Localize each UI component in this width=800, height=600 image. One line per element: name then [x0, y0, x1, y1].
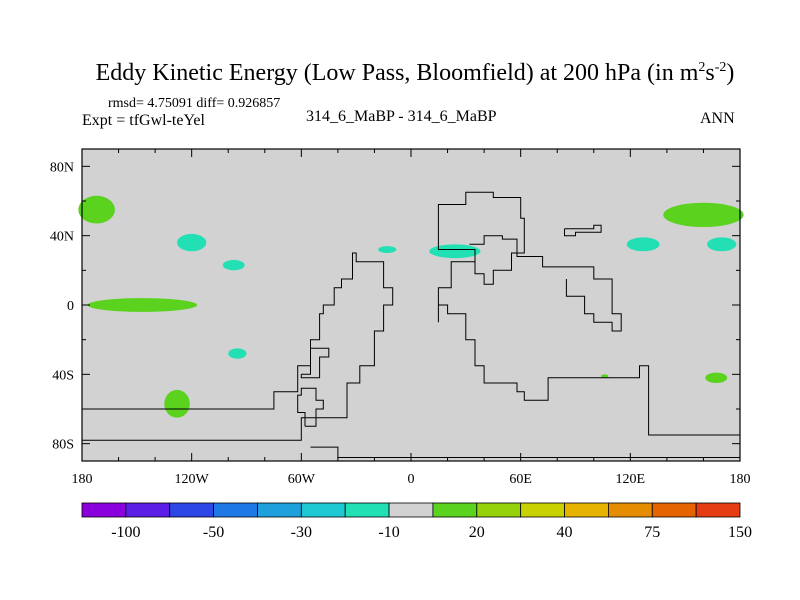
map-panel: 180 120W 60W 0 60E 120E 180 80N 40N 0 40S 80S: [50, 148, 751, 487]
x-tick-label-5: 120E: [616, 472, 646, 487]
colorbar: -100 -50 -30 -10 20 40 75 150: [81, 502, 752, 541]
coastline-5: [300, 347, 330, 379]
x-tick-label-4: 60E: [509, 472, 532, 487]
y-tick-label-2: 0: [67, 299, 74, 314]
y-tick-label-0: 80N: [50, 160, 74, 175]
stats-label: rmsd= 4.75091 diff= 0.926857: [108, 96, 281, 111]
colorbar-box-11: [564, 502, 609, 518]
colorbar-label-4: 20: [469, 524, 485, 541]
colorbar-box-10: [520, 502, 565, 518]
x-axis: 180 120W 60W 0 60E 120E 180: [72, 149, 751, 487]
coastline-2: [310, 191, 741, 458]
colorbar-box-0: [81, 502, 127, 518]
colorbar-label-2: -30: [291, 524, 312, 541]
colorbar-box-3: [213, 502, 258, 518]
region-0: [78, 195, 115, 224]
y-axis: 80N 40N 0 40S 80S: [50, 160, 740, 453]
experiment-label: Expt = tfGwl-teYel: [82, 112, 205, 129]
x-tick-label-3: 0: [408, 472, 415, 487]
coastline-1: [297, 387, 324, 427]
region-11: [626, 237, 660, 252]
colorbar-box-14: [695, 502, 741, 518]
colorbar-label-7: 150: [728, 524, 752, 541]
colorbar-box-8: [432, 502, 478, 518]
x-tick-label-1: 120W: [175, 472, 210, 487]
x-tick-label-2: 60W: [288, 472, 316, 487]
region-8: [228, 348, 247, 359]
colorbar-box-7: [388, 502, 434, 518]
region-10: [429, 244, 481, 259]
region-2: [164, 389, 190, 418]
colorbar-box-2: [169, 502, 215, 518]
region-1: [87, 298, 198, 312]
region-3: [663, 202, 744, 227]
colorbar-box-6: [344, 502, 390, 518]
region-5: [601, 374, 609, 378]
anomaly-regions: [78, 195, 744, 418]
colorbar-box-12: [608, 502, 653, 518]
y-tick-label-1: 40N: [50, 230, 74, 245]
y-tick-label-3: 40S: [52, 368, 74, 383]
colorbar-box-13: [651, 502, 697, 518]
x-tick-label-6: 180: [730, 472, 751, 487]
colorbar-box-5: [300, 502, 346, 518]
colorbar-box-9: [476, 502, 522, 518]
x-tick-label-0: 180: [72, 472, 93, 487]
colorbar-label-0: -100: [111, 524, 140, 541]
colorbar-label-3: -10: [378, 524, 399, 541]
y-tick-label-4: 80S: [52, 438, 74, 453]
region-6: [177, 233, 207, 252]
season-label: ANN: [700, 110, 735, 127]
chart-title: Eddy Kinetic Energy (Low Pass, Bloomfiel…: [95, 60, 735, 86]
case-label: 314_6_MaBP - 314_6_MaBP: [306, 108, 497, 125]
region-9: [378, 246, 397, 254]
colorbar-label-5: 40: [557, 524, 573, 541]
colorbar-box-1: [125, 502, 171, 518]
coastline-3: [469, 235, 622, 332]
region-4: [705, 372, 728, 383]
coastline-0: [81, 252, 394, 441]
colorbar-label-6: 75: [644, 524, 660, 541]
coastlines: [81, 191, 741, 458]
colorbar-box-4: [257, 502, 302, 518]
region-7: [222, 259, 245, 271]
region-12: [707, 237, 737, 252]
colorbar-label-1: -50: [203, 524, 224, 541]
coastline-4: [564, 224, 602, 237]
